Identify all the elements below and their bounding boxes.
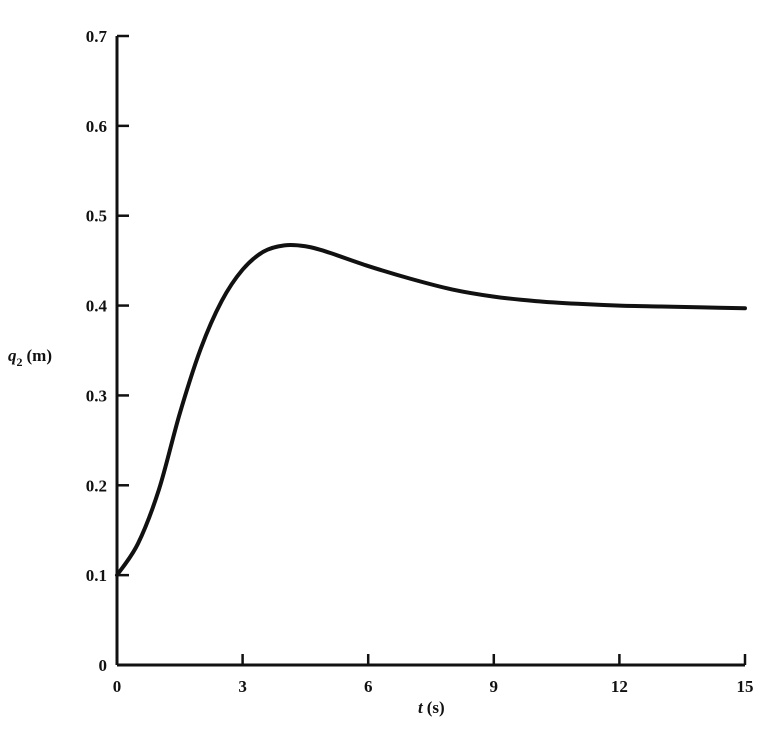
x-tick-label: 15 xyxy=(737,677,754,696)
x-tick-label: 6 xyxy=(364,677,373,696)
y-tick-label: 0.7 xyxy=(86,27,108,46)
ticks: 0 3 6 9 12 15 0 0.1 0.2 0.3 0.4 0.5 0.6 0.7 xyxy=(86,27,754,696)
x-tick-label: 0 xyxy=(113,677,122,696)
x-tick-label: 9 xyxy=(490,677,499,696)
y-axis-label: q2 (m) xyxy=(8,346,52,369)
y-tick-label: 0.6 xyxy=(86,117,107,136)
y-tick-label: 0.2 xyxy=(86,476,107,495)
axes xyxy=(115,36,745,667)
x-tick-label: 12 xyxy=(611,677,628,696)
x-tick-label: 3 xyxy=(238,677,247,696)
y-tick-label: 0.1 xyxy=(86,566,107,585)
series-line xyxy=(115,242,747,578)
y-tick-label: 0 xyxy=(99,656,108,675)
y-tick-label: 0.4 xyxy=(86,297,108,316)
y-tick-label: 0.3 xyxy=(86,386,107,405)
y-tick-label: 0.5 xyxy=(86,207,107,226)
x-axis-label: t (s) xyxy=(418,698,445,717)
series xyxy=(115,242,747,578)
